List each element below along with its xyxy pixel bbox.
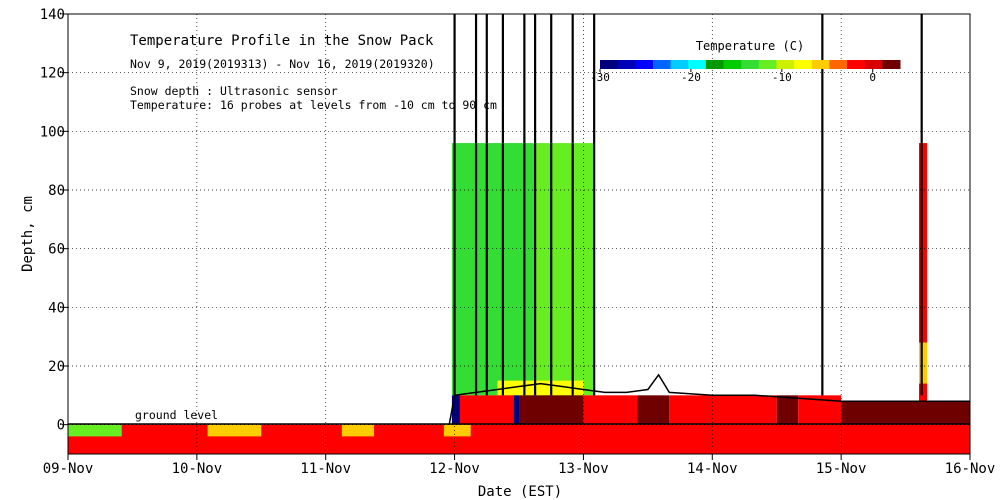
colorbar-tick-label: -30 [590,71,610,84]
colorbar-tick-label: -20 [681,71,701,84]
colorbar-cell [829,60,848,69]
region-snow-cold-mid [451,143,536,396]
region-soil-layer [68,424,970,454]
colorbar-cell [882,60,901,69]
region-base-dark-4 [841,401,970,425]
region-spike-orange [918,342,928,384]
colorbar-cell [635,60,654,69]
y-tick-label: 40 [48,300,65,316]
colorbar-cell [600,60,619,69]
region-base-blue-1 [451,395,460,425]
x-tick-label: 10-Nov [172,461,223,477]
snow-depth-line [448,14,970,425]
y-tick-label: 140 [40,7,65,23]
colorbar-cell [811,60,830,69]
colorbar-cell [758,60,777,69]
temperature-regions [68,143,970,454]
x-tick-label: 16-Nov [945,461,996,477]
colorbar-cell [741,60,760,69]
region-base-dark-2 [637,395,670,425]
x-axis-label: Date (EST) [478,484,562,500]
region-spike-red [918,143,928,402]
region-surface-cool-1 [68,424,122,437]
region-base-red-3 [669,395,777,425]
chart-subtitle: Nov 9, 2019(2019313) - Nov 16, 2019(2019… [130,57,435,71]
region-base-dark-3 [776,395,799,425]
x-tick-label: 14-Nov [687,461,738,477]
y-tick-label: 120 [40,66,65,82]
colorbar-cell [794,60,813,69]
colorbar-tick-label: 0 [869,71,876,84]
region-snow-warm-layer [497,380,584,396]
colorbar-cell [723,60,742,69]
temperature-colorbar: Temperature (C) -30 -20 -10 0 [590,39,901,84]
x-tick-label: 09-Nov [43,461,94,477]
colorbar-ticks: -30 -20 -10 0 [590,69,876,84]
region-surface-cool-3 [341,424,375,437]
colorbar-cell [847,60,866,69]
region-base-red-2 [583,395,638,425]
chart-title: Temperature Profile in the Snow Pack [130,33,434,49]
colorbar-title: Temperature (C) [696,39,804,53]
y-tick-label: 20 [48,359,65,375]
note-snow-depth: Snow depth : Ultrasonic sensor [130,84,338,98]
plot-frame [67,13,971,455]
note-temperature: Temperature: 16 probes at levels from -1… [130,98,497,112]
region-base-red-1 [459,395,514,425]
region-base-blue-2 [513,395,519,425]
colorbar-tick-label: -10 [772,71,792,84]
x-tick-label: 12-Nov [429,461,480,477]
y-tick-label: 60 [48,242,65,258]
colorbar-cell [652,60,672,69]
x-tick-label: 13-Nov [558,461,609,477]
x-tick-label: 15-Nov [816,461,867,477]
x-tick-label: 11-Nov [300,461,351,477]
y-axis-label: Depth, cm [20,196,36,272]
colorbar-cell [776,60,795,69]
axes: 09-Nov 10-Nov 11-Nov 12-Nov 13-Nov 14-Nov 15-N… [40,7,996,477]
colorbar-cell [688,60,707,69]
colorbar-cell [864,60,883,69]
region-base-dark-1 [519,395,584,425]
y-tick-label: 0 [57,418,65,434]
colorbar-cell [670,60,689,69]
y-tick-label: 80 [48,183,65,199]
ground-level-label: ground level [135,408,218,422]
colorbar-cell [617,60,636,69]
colorbar-cells [600,60,901,69]
region-surface-cool-2 [207,424,262,437]
colorbar-cell [705,60,725,69]
region-snow-cold-late [535,143,595,396]
snow-depth-series [448,373,970,425]
region-surface-cool-4 [443,424,471,437]
y-tick-label: 100 [40,124,65,140]
